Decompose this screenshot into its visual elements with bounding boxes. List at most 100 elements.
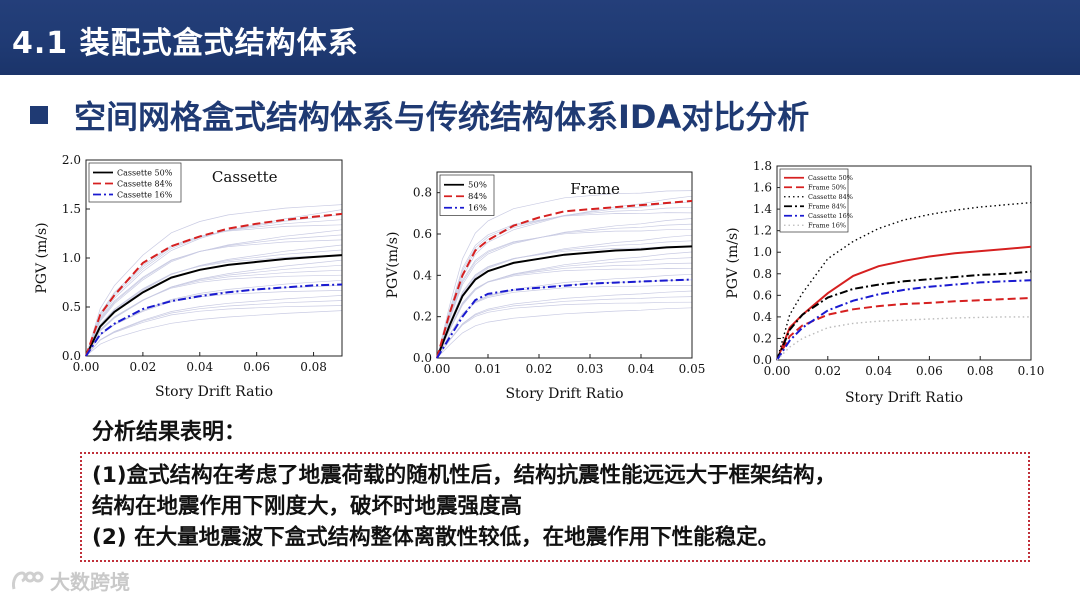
background-curve <box>85 204 343 357</box>
x-tick-label: 0.04 <box>186 360 213 374</box>
results-line-3: (2) 在大量地震波下盒式结构整体离散性较低，在地震作用下性能稳定。 <box>92 525 780 550</box>
y-tick-label: 1.4 <box>753 202 772 216</box>
square-bullet-icon <box>30 106 48 124</box>
x-tick-label: 0.02 <box>814 364 841 378</box>
legend-entry: 16% <box>468 204 487 214</box>
legend-box <box>88 162 182 203</box>
legend-entry: Cassette 16% <box>117 190 173 199</box>
x-tick-label: 0.02 <box>526 362 553 376</box>
y-tick-label: 2.0 <box>62 153 81 167</box>
y-axis-label: PGV(m/s) <box>385 232 401 299</box>
comparison-chart: 0.00 0.02 0.04 0.06 0.08 0.10 0.0 0.2 0.4 0.6 0.8 1… <box>725 150 1075 412</box>
background-curve <box>85 229 343 357</box>
legend-entry: Cassette 84% <box>117 179 173 188</box>
results-line-2: 结构在地震作用下刚度大，破坏时地震强度高 <box>92 494 523 519</box>
y-tick-label: 0.8 <box>753 267 772 281</box>
background-curve <box>436 290 693 359</box>
background-curve <box>436 273 693 359</box>
background-curve <box>436 257 693 359</box>
subtitle-row: 空间网格盒式结构体系与传统结构体系IDA对比分析 <box>30 90 809 140</box>
legend-entry: Frame 84% <box>808 203 846 211</box>
page-title: 4.1 装配式盒式结构体系 <box>12 26 359 61</box>
series-line <box>776 297 1032 361</box>
plot-frame <box>436 171 693 359</box>
series-line <box>776 316 1031 361</box>
y-tick-label: 1.0 <box>62 251 81 265</box>
chart-title: Frame <box>570 180 620 198</box>
x-tick-label: 0.04 <box>865 364 892 378</box>
legend-entry: Frame 50% <box>808 184 846 192</box>
logo-icon <box>12 570 44 589</box>
y-tick-label: 0.0 <box>413 351 432 365</box>
background-curve <box>436 251 693 359</box>
y-tick-label: 1.2 <box>753 224 772 238</box>
background-curve <box>85 310 343 357</box>
chart-title: Cassette <box>212 168 278 186</box>
series-line <box>436 199 693 359</box>
legend-entry: Frame 16% <box>808 222 846 230</box>
background-curve <box>85 224 343 357</box>
x-tick-label: 0.08 <box>300 360 327 374</box>
x-tick-label: 0.03 <box>577 362 604 376</box>
background-curve <box>85 259 343 357</box>
results-label: 分析结果表明： <box>92 420 247 445</box>
chart-svg: 0.00 0.02 0.04 0.06 0.08 0.0 0.5 1.0 1.5 2.0 Story… <box>34 153 343 400</box>
background-curve <box>436 218 693 359</box>
background-curve <box>436 268 693 359</box>
y-tick-label: 0.5 <box>62 300 81 314</box>
y-tick-label: 1.6 <box>753 181 772 195</box>
cassette-chart: 0.00 0.02 0.04 0.06 0.08 0.0 0.5 1.0 1.5 2.0 Story… <box>20 148 350 406</box>
header-bar: 4.1 装配式盒式结构体系 <box>0 0 1080 75</box>
y-tick-label: 1.0 <box>753 245 772 259</box>
background-curve <box>85 209 343 357</box>
y-tick-label: 0.2 <box>413 310 432 324</box>
x-tick-label: 0.06 <box>916 364 943 378</box>
background-curve <box>85 305 343 357</box>
background-curve <box>436 301 693 359</box>
x-tick-label: 0.01 <box>475 362 502 376</box>
legend-entry: Cassette 50% <box>117 168 173 177</box>
x-tick-label: 0.10 <box>1018 364 1045 378</box>
plot-frame <box>776 165 1032 361</box>
legend-entry: Cassette 84% <box>808 193 853 201</box>
y-tick-label: 0.6 <box>413 227 432 241</box>
background-curve <box>436 234 693 359</box>
background-curve <box>436 262 693 359</box>
legend-entry: Cassette 16% <box>808 212 853 220</box>
y-tick-label: 0.0 <box>753 353 772 367</box>
background-curve <box>436 246 693 359</box>
legend-box <box>439 174 495 216</box>
legend-box <box>779 168 849 233</box>
y-tick-label: 0.6 <box>753 288 772 302</box>
background-curve <box>436 223 693 359</box>
background-curve <box>85 254 343 357</box>
background-curve <box>436 285 692 359</box>
legend-entry: 84% <box>468 192 487 202</box>
background-curve <box>436 206 693 359</box>
results-box: (1)盒式结构在考虑了地震荷载的随机性后，结构抗震性能远远大于框架结构， 结构在… <box>80 452 1030 562</box>
background-curve <box>85 264 343 357</box>
slide-subtitle: 空间网格盒式结构体系与传统结构体系IDA对比分析 <box>74 98 810 136</box>
background-curve <box>436 296 693 359</box>
x-tick-label: 0.04 <box>628 362 655 376</box>
frame-chart: 0.00 0.01 0.02 0.03 0.04 0.05 0.0 0.2 0.4 0.6 0.8 S… <box>375 160 710 408</box>
background-curve <box>85 295 343 357</box>
legend-entry: 50% <box>468 181 487 191</box>
x-tick-label: 0.00 <box>764 364 791 378</box>
y-tick-label: 0.4 <box>413 268 432 282</box>
results-line-1: (1)盒式结构在考虑了地震荷载的随机性后，结构抗震性能远远大于框架结构， <box>92 463 837 488</box>
background-curve <box>436 279 693 359</box>
background-curve <box>85 249 343 357</box>
background-curve <box>85 300 343 357</box>
chart-svg: 0.00 0.02 0.04 0.06 0.08 0.10 0.0 0.2 0.4 0.6 0.8 1… <box>725 159 1045 406</box>
background-curve <box>85 290 343 357</box>
y-tick-label: 0.8 <box>413 186 432 200</box>
y-tick-label: 0.0 <box>62 349 81 363</box>
series-line <box>776 201 1032 361</box>
x-axis-label: Story Drift Ratio <box>845 390 963 406</box>
y-tick-label: 1.5 <box>62 202 81 216</box>
series-line <box>776 270 1032 361</box>
background-curves <box>85 204 343 357</box>
series-line <box>85 212 343 357</box>
x-tick-label: 0.08 <box>967 364 994 378</box>
